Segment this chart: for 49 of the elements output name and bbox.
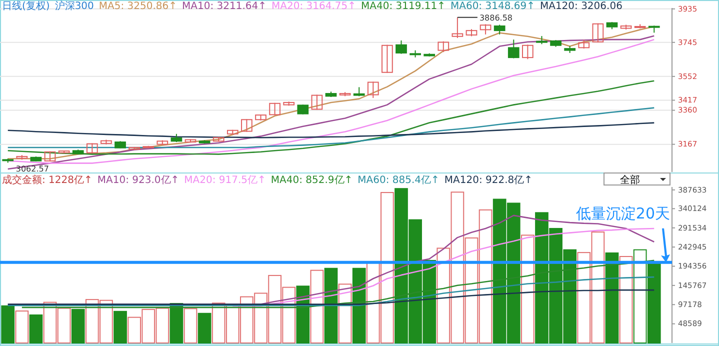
- bar: [114, 310, 127, 344]
- candlestick: [44, 150, 56, 162]
- text: MA120: 922.8亿↑: [444, 175, 533, 186]
- candlestick: [494, 24, 506, 35]
- candlestick: [297, 104, 309, 115]
- candlestick: [396, 40, 407, 54]
- text: MA5: 3250.86↑: [98, 1, 178, 12]
- dropdown: 全部: [604, 172, 670, 186]
- bar: [310, 270, 324, 344]
- line-series: [7, 80, 655, 155]
- chart-subtitle: 沪深300: [54, 0, 94, 12]
- text: MA20: 3164.75↑: [272, 1, 356, 12]
- text: MA40: 3119.11↑: [361, 1, 446, 12]
- annotation: 3886.58: [479, 13, 513, 22]
- ref-line-label: 低量沉淀20天: [576, 204, 670, 222]
- bar: [619, 256, 633, 344]
- text: MA10: 923.0亿↑: [97, 175, 180, 186]
- chart-title: 日线(复权): [2, 0, 50, 12]
- bar: [1, 305, 15, 344]
- line-series: [7, 276, 655, 306]
- text: MA20: 917.5亿↑: [184, 175, 266, 186]
- text: MA10: 3211.64↑: [182, 1, 267, 12]
- candlestick: [269, 102, 280, 116]
- candlestick: [382, 44, 393, 74]
- candlestick: [311, 94, 323, 110]
- chart-title: 成交金额: 1228亿↑: [2, 174, 92, 186]
- line-series: [232, 228, 655, 307]
- text: MA40: 852.9亿↑: [270, 175, 353, 186]
- bar: [15, 310, 29, 344]
- line-series: [7, 289, 655, 305]
- candlestick: [367, 81, 379, 98]
- candlestick: [86, 142, 98, 154]
- candlestick: [508, 39, 520, 59]
- bar: [29, 314, 43, 344]
- candlestick: [522, 44, 534, 60]
- text: MA120: 3206.06: [540, 1, 622, 12]
- text: MA60: 3148.69↑: [450, 1, 535, 12]
- candlestick: [452, 16, 464, 38]
- candlestick: [241, 118, 252, 132]
- line-series: [7, 107, 655, 148]
- bar: [184, 308, 198, 344]
- bar: [521, 234, 534, 344]
- text: MA60: 885.4亿↑: [358, 175, 440, 186]
- bar: [198, 312, 212, 344]
- candlestick: [480, 24, 492, 35]
- bar: [338, 284, 352, 344]
- candlestick: [438, 40, 450, 53]
- annotation: 3062.57: [16, 164, 49, 174]
- candlestick: [592, 22, 604, 43]
